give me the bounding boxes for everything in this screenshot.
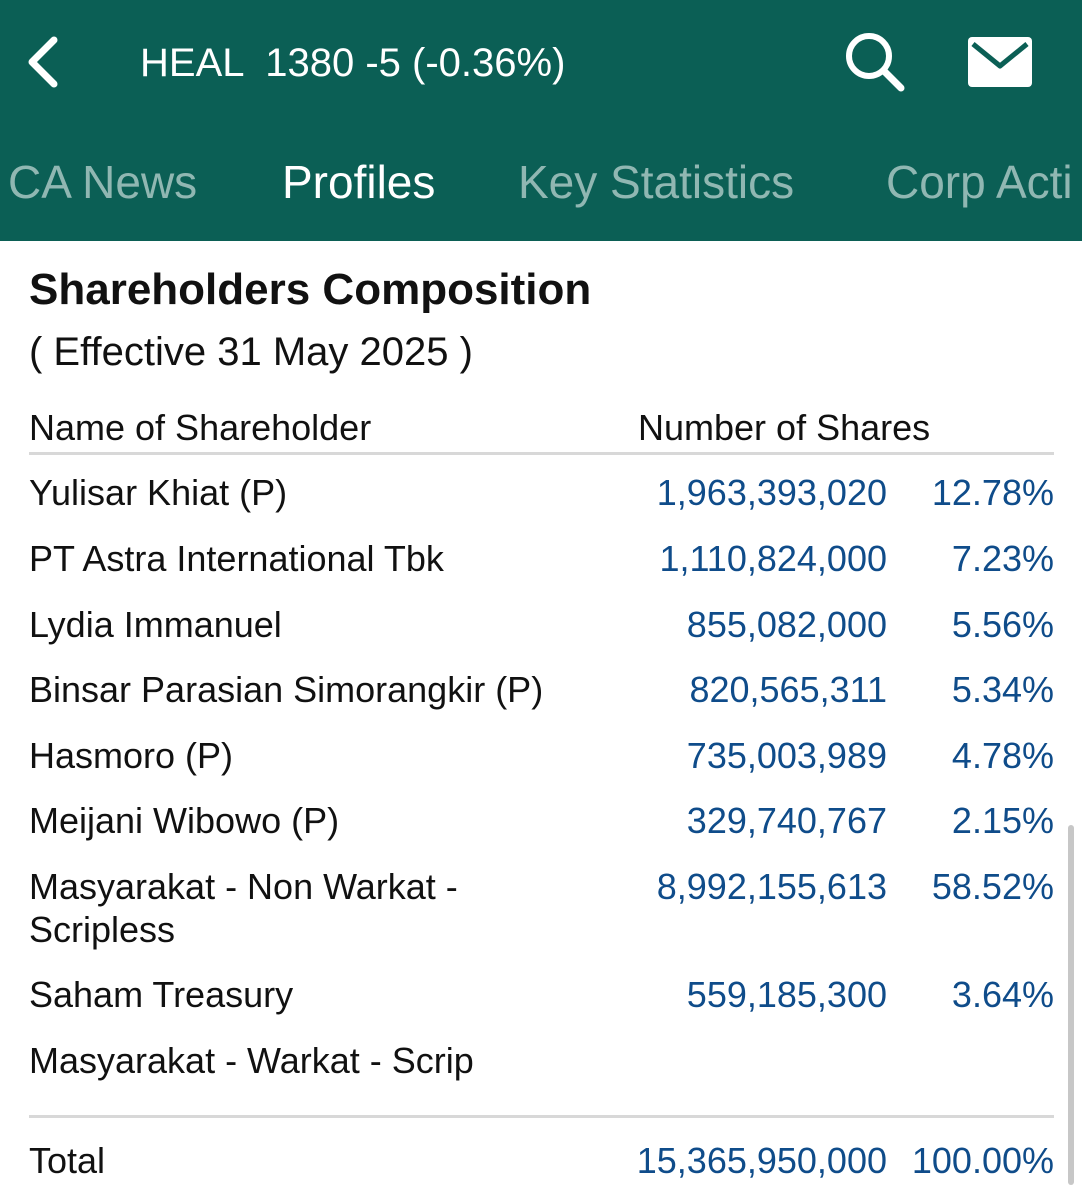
total-shares: 15,365,950,000 (636, 1140, 887, 1181)
shareholder-name: PT Astra International Tbk (29, 538, 444, 579)
shareholder-shares: 1,963,393,020 (656, 472, 887, 513)
mail-icon (968, 37, 1032, 87)
mail-button[interactable] (962, 30, 1038, 94)
table-row: Lydia Immanuel 855,082,000 5.56% (29, 603, 1054, 668)
search-icon (846, 33, 905, 92)
shareholder-percent: 58.52% (931, 866, 1054, 907)
shareholder-shares: 329,740,767 (686, 800, 887, 841)
shareholder-name: Lydia Immanuel (29, 604, 282, 645)
shareholder-percent: 5.34% (951, 669, 1054, 710)
back-button[interactable] (18, 28, 70, 96)
ticker-quote: HEAL 1380 -5 (-0.36%) (140, 41, 566, 85)
shareholder-name: Hasmoro (P) (29, 735, 234, 776)
total-percent: 100.00% (911, 1140, 1054, 1181)
tab-key-statistics[interactable]: Key Statistics (518, 156, 795, 208)
table-row: Yulisar Khiat (P) 1,963,393,020 12.78% (29, 471, 1054, 537)
shareholder-percent: 12.78% (931, 472, 1054, 513)
shareholder-name: Meijani Wibowo (P) (29, 800, 340, 841)
shareholder-name: Binsar Parasian Simorangkir (P) (29, 669, 544, 710)
shareholder-percent: 3.64% (951, 974, 1054, 1015)
shareholder-shares: 820,565,311 (689, 669, 887, 710)
table-row: PT Astra International Tbk 1,110,824,000… (29, 537, 1054, 603)
column-header-shares: Number of Shares (638, 407, 931, 448)
profiles-content: Shareholders Composition ( Effective 31 … (0, 241, 1082, 1200)
table-header: Name of Shareholder Number of Shares (29, 405, 1054, 455)
tab-profiles[interactable]: Profiles (282, 156, 436, 208)
tab-corp-actions[interactable]: Corp Acti (886, 156, 1073, 208)
total-divider (29, 1115, 1054, 1118)
column-header-name: Name of Shareholder (29, 407, 372, 448)
shareholder-table: Yulisar Khiat (P) 1,963,393,020 12.78% P… (29, 471, 1054, 1105)
app-header: HEAL 1380 -5 (-0.36%) CA News Profiles K… (0, 0, 1082, 241)
table-row: Meijani Wibowo (P) 329,740,767 2.15% (29, 799, 1054, 865)
shareholder-name: Masyarakat - Warkat - Scrip (29, 1040, 474, 1081)
effective-date: ( Effective 31 May 2025 ) (29, 330, 473, 374)
tab-ca-news[interactable]: CA News (8, 156, 198, 208)
shareholder-percent: 7.23% (951, 538, 1054, 579)
shareholder-name: Masyarakat - Non Warkat - Scripless (29, 866, 458, 950)
shareholder-shares: 855,082,000 (686, 604, 887, 645)
shareholder-percent: 5.56% (951, 604, 1054, 645)
table-row: Masyarakat - Warkat - Scrip (29, 1039, 1054, 1105)
section-title: Shareholders Composition (29, 265, 592, 314)
table-row: Masyarakat - Non Warkat - Scripless 8,99… (29, 865, 1054, 973)
search-button[interactable] (840, 28, 910, 96)
back-chevron-icon (28, 36, 58, 88)
shareholder-percent: 2.15% (951, 800, 1054, 841)
table-row: Binsar Parasian Simorangkir (P) 820,565,… (29, 668, 1054, 734)
shareholder-shares: 8,992,155,613 (656, 866, 887, 907)
total-row: Total 15,365,950,000 100.00% (29, 1139, 1054, 1183)
shareholder-name: Saham Treasury (29, 974, 294, 1015)
tab-bar: CA News Profiles Key Statistics Corp Act… (0, 150, 1082, 214)
shareholder-shares: 735,003,989 (686, 735, 887, 776)
shareholder-name: Yulisar Khiat (P) (29, 472, 288, 513)
total-label: Total (29, 1140, 106, 1181)
table-row: Saham Treasury 559,185,300 3.64% (29, 973, 1054, 1039)
shareholder-shares: 1,110,824,000 (659, 538, 887, 579)
table-row: Hasmoro (P) 735,003,989 4.78% (29, 734, 1054, 799)
shareholder-shares: 559,185,300 (686, 974, 887, 1015)
scrollbar[interactable] (1068, 825, 1074, 1185)
shareholder-percent: 4.78% (951, 735, 1054, 776)
